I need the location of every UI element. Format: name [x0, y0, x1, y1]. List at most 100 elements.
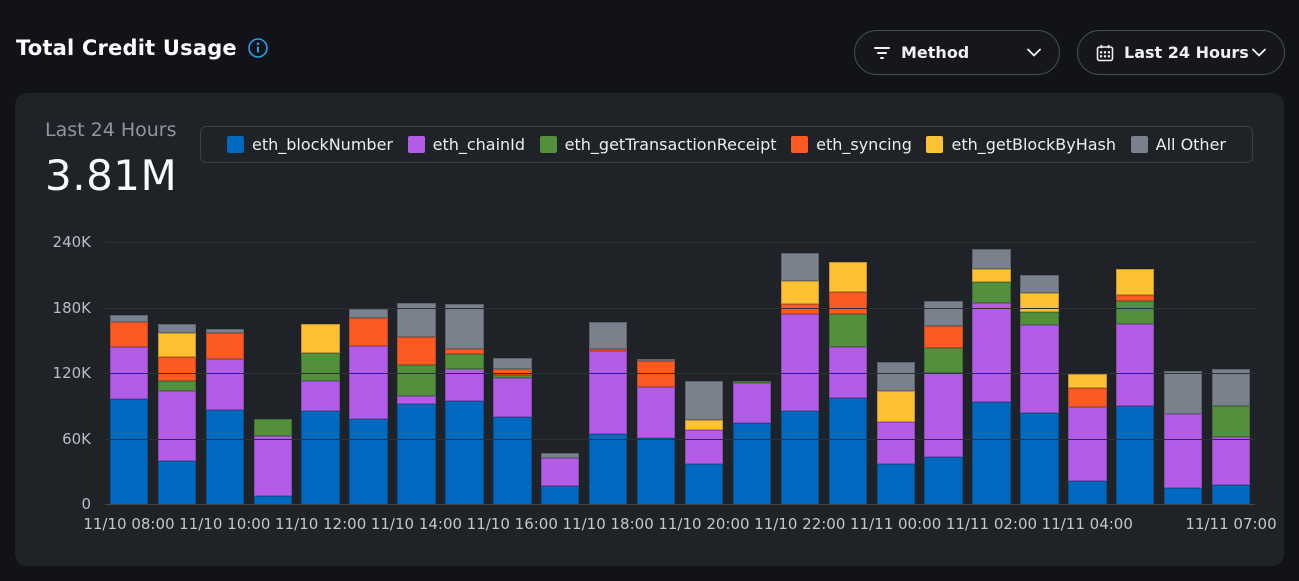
stacked-bar[interactable] — [780, 252, 820, 505]
bar-segment[interactable] — [972, 248, 1011, 270]
stacked-bar[interactable] — [445, 304, 484, 505]
bar-segment[interactable] — [397, 403, 436, 505]
stacked-bar[interactable] — [684, 380, 724, 505]
bar-segment[interactable] — [589, 351, 628, 434]
bar-segment[interactable] — [205, 329, 244, 333]
stacked-bar[interactable] — [876, 361, 915, 505]
bar-segment[interactable] — [109, 399, 149, 505]
bar-segment[interactable] — [780, 252, 820, 282]
bar-segment[interactable] — [445, 348, 484, 355]
legend-item[interactable]: eth_chainId — [407, 135, 525, 154]
stacked-bar[interactable] — [109, 315, 149, 505]
bar-segment[interactable] — [1020, 413, 1059, 505]
bar-segment[interactable] — [493, 368, 532, 376]
bar-segment[interactable] — [780, 313, 820, 412]
stacked-bar[interactable] — [301, 323, 340, 505]
stacked-bar[interactable] — [828, 261, 867, 505]
stacked-bar[interactable] — [972, 248, 1011, 505]
bar-segment[interactable] — [1020, 311, 1059, 325]
method-filter-dropdown[interactable]: Method — [854, 30, 1060, 75]
legend-item[interactable]: eth_blockNumber — [227, 135, 393, 154]
period-filter-dropdown[interactable]: Last 24 Hours — [1077, 30, 1285, 75]
bar-segment[interactable] — [253, 496, 292, 505]
bar-segment[interactable] — [1020, 274, 1059, 294]
stacked-bar[interactable] — [253, 418, 292, 505]
bar-segment[interactable] — [397, 365, 436, 396]
bar-segment[interactable] — [924, 347, 963, 373]
stacked-bar[interactable] — [1164, 370, 1203, 505]
legend-item[interactable]: eth_getTransactionReceipt — [539, 135, 777, 154]
bar-segment[interactable] — [157, 356, 197, 381]
legend-item[interactable]: eth_syncing — [791, 135, 912, 154]
bar-segment[interactable] — [1212, 437, 1251, 486]
bar-segment[interactable] — [349, 418, 388, 505]
bar-segment[interactable] — [397, 395, 436, 404]
bar-segment[interactable] — [157, 380, 197, 392]
bar-segment[interactable] — [1116, 405, 1155, 505]
bar-segment[interactable] — [493, 357, 532, 369]
bar-segment[interactable] — [109, 315, 149, 322]
bar-segment[interactable] — [1212, 485, 1251, 505]
bar-segment[interactable] — [157, 391, 197, 462]
bar-segment[interactable] — [636, 360, 676, 388]
bar-segment[interactable] — [1164, 370, 1203, 415]
bar-segment[interactable] — [636, 438, 676, 505]
info-icon[interactable] — [247, 37, 269, 59]
stacked-bar[interactable] — [1068, 374, 1107, 505]
bar-segment[interactable] — [684, 419, 724, 430]
bar-segment[interactable] — [1068, 481, 1107, 505]
bar-segment[interactable] — [1116, 269, 1155, 296]
bar-segment[interactable] — [876, 391, 915, 422]
bar-segment[interactable] — [1116, 323, 1155, 406]
bar-segment[interactable] — [1212, 405, 1251, 438]
bar-segment[interactable] — [541, 458, 580, 487]
stacked-bar[interactable] — [732, 381, 772, 505]
bar-segment[interactable] — [109, 346, 149, 400]
bar-segment[interactable] — [493, 378, 532, 417]
legend-item[interactable]: eth_getBlockByHash — [926, 135, 1116, 154]
stacked-bar[interactable] — [397, 303, 436, 505]
bar-segment[interactable] — [828, 398, 867, 505]
bar-segment[interactable] — [972, 303, 1011, 403]
bar-segment[interactable] — [301, 411, 340, 505]
bar-segment[interactable] — [397, 336, 436, 366]
bar-segment[interactable] — [972, 269, 1011, 283]
stacked-bar[interactable] — [1020, 274, 1059, 505]
bar-segment[interactable] — [493, 375, 532, 379]
bar-segment[interactable] — [157, 332, 197, 357]
stacked-bar[interactable] — [1116, 269, 1155, 505]
bar-segment[interactable] — [924, 326, 963, 348]
bar-segment[interactable] — [253, 436, 292, 497]
bar-segment[interactable] — [1068, 374, 1107, 389]
bar-segment[interactable] — [732, 382, 772, 424]
legend-item[interactable]: All Other — [1130, 135, 1226, 154]
bar-segment[interactable] — [301, 353, 340, 381]
bar-segment[interactable] — [349, 308, 388, 319]
bar-segment[interactable] — [636, 387, 676, 439]
bar-segment[interactable] — [589, 348, 628, 351]
stacked-bar[interactable] — [349, 308, 388, 505]
bar-segment[interactable] — [589, 321, 628, 349]
bar-segment[interactable] — [541, 452, 580, 459]
bar-segment[interactable] — [205, 358, 244, 410]
bar-segment[interactable] — [445, 401, 484, 505]
bar-segment[interactable] — [684, 429, 724, 464]
bar-segment[interactable] — [876, 422, 915, 464]
bar-segment[interactable] — [732, 423, 772, 505]
bar-segment[interactable] — [828, 346, 867, 398]
bar-segment[interactable] — [445, 354, 484, 369]
bar-segment[interactable] — [1068, 406, 1107, 481]
bar-segment[interactable] — [589, 434, 628, 505]
bar-segment[interactable] — [349, 345, 388, 419]
bar-segment[interactable] — [780, 281, 820, 305]
bar-segment[interactable] — [684, 463, 724, 505]
bar-segment[interactable] — [1164, 414, 1203, 488]
bar-segment[interactable] — [876, 361, 915, 392]
bar-segment[interactable] — [397, 303, 436, 337]
bar-segment[interactable] — [780, 304, 820, 314]
bar-segment[interactable] — [1020, 324, 1059, 414]
bar-segment[interactable] — [253, 418, 292, 437]
bar-segment[interactable] — [349, 318, 388, 346]
bar-segment[interactable] — [109, 321, 149, 347]
bar-segment[interactable] — [493, 416, 532, 505]
